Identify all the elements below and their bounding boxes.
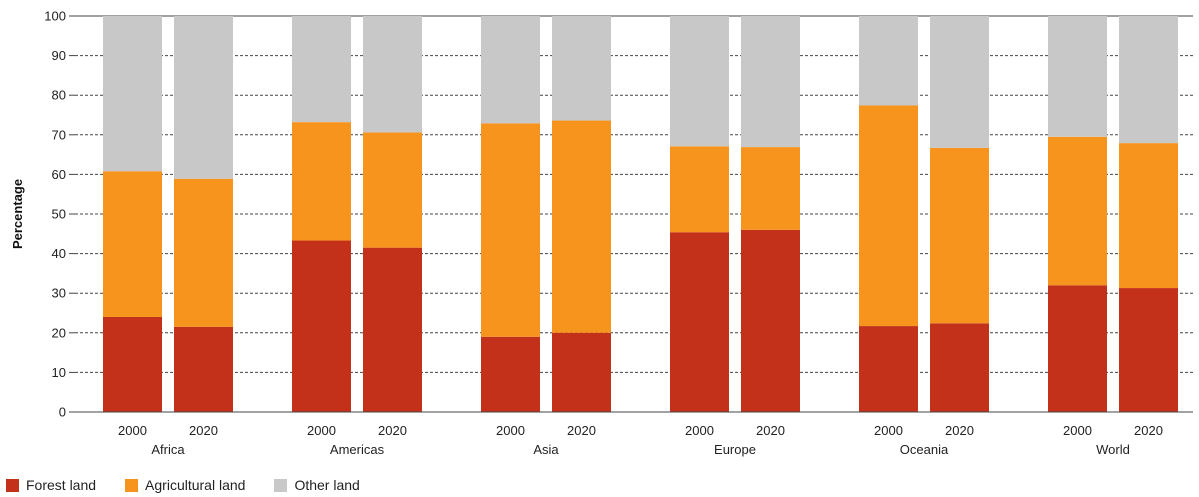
x-tick-year-label: 2020: [378, 423, 407, 438]
bar-other-europe-2000: [670, 16, 729, 147]
y-tick-label: 30: [52, 286, 66, 301]
x-group-label: Americas: [330, 442, 385, 457]
y-tick-label: 60: [52, 167, 66, 182]
x-group-label: Europe: [714, 442, 756, 457]
bar-forest-world-2000: [1048, 285, 1107, 412]
bar-agricultural-world-2000: [1048, 136, 1107, 286]
legend-label-other: Other land: [294, 477, 360, 493]
bar-other-world-2020: [1119, 16, 1178, 144]
bar-agricultural-oceania-2000: [859, 105, 918, 327]
x-tick-year-label: 2020: [567, 423, 596, 438]
legend-item-agricultural: Agricultural land: [125, 477, 245, 493]
x-tick-year-label: 2020: [189, 423, 218, 438]
bar-forest-oceania-2000: [859, 326, 918, 412]
x-tick-year-label: 2000: [1063, 423, 1092, 438]
bar-forest-americas-2000: [292, 240, 351, 412]
x-tick-year-label: 2000: [874, 423, 903, 438]
x-tick-year-label: 2000: [307, 423, 336, 438]
bar-agricultural-world-2020: [1119, 143, 1178, 289]
bar-forest-americas-2020: [363, 247, 422, 412]
y-tick-label: 40: [52, 246, 66, 261]
bar-forest-africa-2020: [174, 326, 233, 412]
x-axis-ticks: 2000 2020 Africa 2000 2020 Americas 2000 2020 As…: [118, 423, 1163, 457]
bar-other-americas-2000: [292, 16, 351, 123]
bar-agricultural-africa-2020: [174, 178, 233, 327]
y-tick-label: 70: [52, 127, 66, 142]
bar-forest-africa-2000: [103, 316, 162, 412]
y-tick-label: 80: [52, 88, 66, 103]
legend: Forest land Agricultural land Other land: [6, 477, 360, 493]
bar-other-oceania-2020: [930, 16, 989, 148]
x-tick-year-label: 2020: [756, 423, 785, 438]
bar-other-africa-2020: [174, 16, 233, 179]
bar-other-americas-2020: [363, 16, 422, 133]
y-tick-label: 90: [52, 48, 66, 63]
gridlines: [75, 15, 1193, 373]
x-group-label: Africa: [151, 442, 185, 457]
bar-other-asia-2000: [481, 16, 540, 124]
x-tick-year-label: 2000: [685, 423, 714, 438]
bar-other-europe-2020: [741, 16, 800, 148]
x-tick-year-label: 2000: [496, 423, 525, 438]
y-axis-ticks: 0 10 20 30 40 50 60 70 80 90 100: [44, 9, 75, 420]
y-tick-label: 0: [59, 405, 66, 420]
bar-other-oceania-2000: [859, 16, 918, 106]
bar-other-asia-2020: [552, 16, 611, 121]
legend-label-agricultural: Agricultural land: [145, 477, 246, 493]
bar-agricultural-americas-2000: [292, 122, 351, 241]
bar-other-world-2000: [1048, 16, 1107, 137]
x-tick-year-label: 2020: [1134, 423, 1163, 438]
bar-forest-europe-2020: [741, 229, 800, 412]
bar-agricultural-europe-2020: [741, 147, 800, 230]
bar-agricultural-europe-2000: [670, 146, 729, 233]
bar-forest-europe-2000: [670, 232, 729, 412]
y-tick-label: 10: [52, 365, 66, 380]
y-tick-label: 50: [52, 207, 66, 222]
bar-agricultural-africa-2000: [103, 171, 162, 317]
y-tick-label: 20: [52, 325, 66, 340]
legend-item-forest: Forest land: [6, 477, 96, 493]
bar-agricultural-oceania-2020: [930, 147, 989, 324]
x-tick-year-label: 2020: [945, 423, 974, 438]
legend-item-other: Other land: [274, 477, 360, 493]
bar-forest-asia-2020: [552, 332, 611, 412]
legend-label-forest: Forest land: [26, 477, 97, 493]
x-group-label: Oceania: [900, 442, 949, 457]
x-group-label: Asia: [533, 442, 559, 457]
x-group-label: World: [1096, 442, 1130, 457]
bar-forest-asia-2000: [481, 336, 540, 412]
bar-agricultural-asia-2000: [481, 123, 540, 337]
legend-swatch-agricultural: [125, 478, 139, 492]
bar-agricultural-asia-2020: [552, 120, 611, 333]
legend-swatch-forest: [6, 478, 19, 492]
bars: [103, 16, 1178, 412]
y-axis-label: Percentage: [10, 179, 25, 249]
bar-forest-oceania-2020: [930, 323, 989, 412]
bar-other-africa-2000: [103, 16, 162, 172]
bar-forest-world-2020: [1119, 288, 1178, 412]
y-tick-label: 100: [44, 9, 66, 24]
legend-swatch-other: [274, 478, 288, 492]
x-tick-year-label: 2000: [118, 423, 147, 438]
bar-agricultural-americas-2020: [363, 132, 422, 248]
